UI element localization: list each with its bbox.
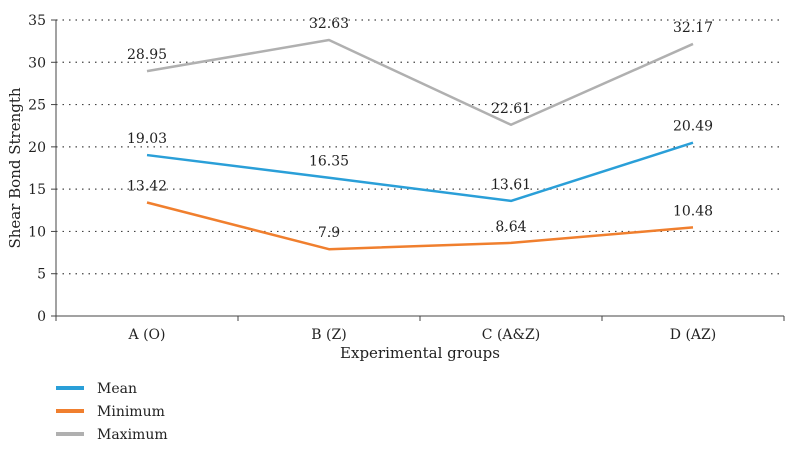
legend-label-mean: Mean bbox=[97, 381, 137, 397]
data-label-maximum: 32.63 bbox=[309, 16, 349, 32]
data-label-mean: 20.49 bbox=[673, 119, 713, 135]
y-tick-label: 0 bbox=[37, 309, 46, 325]
data-label-mean: 13.61 bbox=[491, 177, 531, 193]
series-line-maximum bbox=[146, 38, 694, 127]
data-label-maximum: 22.61 bbox=[491, 101, 531, 117]
series-group bbox=[146, 38, 694, 251]
legend-label-minimum: Minimum bbox=[97, 404, 165, 420]
y-axis-title: Shear Bond Strength bbox=[6, 87, 24, 248]
y-tick-label: 20 bbox=[28, 140, 46, 156]
data-label-minimum: 10.48 bbox=[673, 203, 713, 219]
data-label-mean: 16.35 bbox=[309, 154, 349, 170]
data-labels: 19.03 16.35 13.61 20.49 13.42 7.9 8.64 10.48 28.… bbox=[127, 16, 713, 241]
x-tick-label: A (O) bbox=[128, 327, 166, 343]
data-label-maximum: 32.17 bbox=[673, 20, 713, 36]
legend: Mean Minimum Maximum bbox=[56, 381, 168, 443]
series-line-mean bbox=[146, 141, 694, 203]
y-tick-label: 15 bbox=[28, 182, 46, 198]
x-tick-label: B (Z) bbox=[311, 327, 346, 343]
y-tick-label: 30 bbox=[28, 55, 46, 71]
series-line-minimum bbox=[146, 201, 694, 251]
x-tick-label: D (AZ) bbox=[670, 327, 716, 343]
data-label-minimum: 7.9 bbox=[318, 225, 340, 241]
axes bbox=[55, 20, 784, 317]
x-tick-label: C (A&Z) bbox=[482, 327, 540, 343]
x-axis-title: Experimental groups bbox=[340, 344, 500, 362]
y-axis-ticks: 0 5 10 15 20 25 30 35 bbox=[28, 13, 56, 325]
y-tick-label: 5 bbox=[37, 267, 46, 283]
y-tick-label: 10 bbox=[28, 224, 46, 240]
data-label-minimum: 13.42 bbox=[127, 179, 167, 195]
data-label-maximum: 28.95 bbox=[127, 47, 167, 63]
y-tick-label: 35 bbox=[28, 13, 46, 29]
x-axis-ticks: A (O) B (Z) C (A&Z) D (AZ) bbox=[55, 316, 785, 343]
y-tick-label: 25 bbox=[28, 98, 46, 114]
legend-label-maximum: Maximum bbox=[97, 427, 168, 443]
data-label-mean: 19.03 bbox=[127, 131, 167, 147]
data-label-minimum: 8.64 bbox=[495, 219, 526, 235]
